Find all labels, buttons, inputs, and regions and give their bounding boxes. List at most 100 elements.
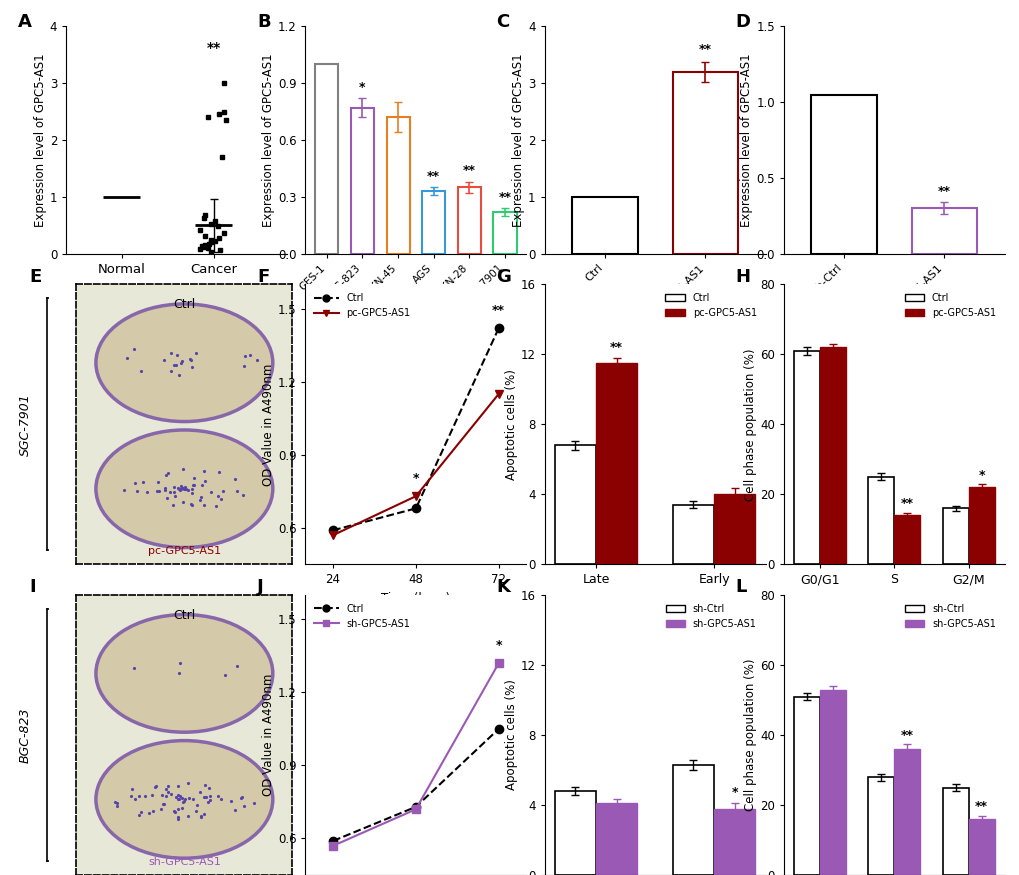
Bar (386, 117, 410, 254)
Line: pc-GPC5-AS1: pc-GPC5-AS1 (328, 389, 502, 539)
Text: B: B (257, 12, 270, 31)
Ctrl (327, 836, 339, 846)
Text: **: ** (609, 341, 623, 354)
Text: *: * (731, 787, 738, 799)
Ctrl (492, 724, 504, 734)
Ctrl (410, 802, 422, 812)
Y-axis label: Expression level of GPC5-AS1: Expression level of GPC5-AS1 (512, 53, 525, 227)
X-axis label: Time (hour): Time (hour) (381, 592, 450, 605)
Text: K: K (495, 578, 510, 596)
Ellipse shape (96, 740, 272, 858)
Text: *: * (413, 472, 419, 485)
Text: L: L (735, 578, 746, 596)
Text: **: ** (900, 729, 913, 741)
Ctrl (410, 503, 422, 514)
Text: Ctrl: Ctrl (173, 609, 196, 622)
Text: **: ** (974, 801, 987, 813)
Text: D: D (735, 12, 750, 31)
Line: Ctrl: Ctrl (328, 724, 502, 845)
Bar (968, 487, 994, 564)
Text: H: H (735, 268, 750, 285)
Bar (422, 191, 445, 254)
Text: Ctrl: Ctrl (173, 298, 196, 311)
Bar (554, 791, 595, 875)
Bar (315, 64, 338, 254)
Bar (819, 347, 845, 564)
Bar (493, 212, 516, 254)
Bar (819, 690, 845, 875)
pc-GPC5-AS1 (492, 388, 504, 399)
Text: E: E (29, 268, 41, 285)
Ellipse shape (96, 304, 272, 422)
Y-axis label: Cell phase population (%): Cell phase population (%) (744, 659, 756, 811)
Bar (672, 72, 737, 254)
Text: **: ** (427, 170, 440, 183)
Legend: Ctrl, pc-GPC5-AS1: Ctrl, pc-GPC5-AS1 (900, 290, 999, 322)
Bar (894, 749, 919, 875)
Legend: sh-Ctrl, sh-GPC5-AS1: sh-Ctrl, sh-GPC5-AS1 (661, 600, 760, 633)
Bar (911, 208, 976, 254)
sh-GPC5-AS1 (327, 841, 339, 851)
Bar (867, 477, 894, 564)
Text: **: ** (698, 43, 711, 56)
Bar (351, 108, 374, 254)
Legend: sh-Ctrl, sh-GPC5-AS1: sh-Ctrl, sh-GPC5-AS1 (900, 600, 999, 633)
Bar (673, 505, 713, 564)
Legend: Ctrl, pc-GPC5-AS1: Ctrl, pc-GPC5-AS1 (310, 290, 414, 322)
Text: **: ** (900, 497, 913, 510)
Bar (942, 508, 968, 564)
Text: C: C (495, 12, 508, 31)
Bar (595, 363, 637, 564)
Text: BGC-823: BGC-823 (19, 707, 32, 763)
sh-GPC5-AS1 (492, 658, 504, 668)
Bar (713, 494, 755, 564)
Text: sh-GPC5-AS1: sh-GPC5-AS1 (148, 857, 220, 866)
Text: pc-GPC5-AS1: pc-GPC5-AS1 (148, 546, 221, 556)
Text: F: F (257, 268, 269, 285)
sh-GPC5-AS1 (410, 804, 422, 815)
Line: sh-GPC5-AS1: sh-GPC5-AS1 (328, 659, 502, 850)
Y-axis label: OD Value in A490nm: OD Value in A490nm (262, 674, 275, 796)
Y-axis label: Cell phase population (%): Cell phase population (%) (744, 348, 756, 500)
pc-GPC5-AS1 (327, 530, 339, 541)
Text: **: ** (492, 304, 504, 317)
Text: I: I (29, 578, 36, 596)
Legend: Ctrl, sh-GPC5-AS1: Ctrl, sh-GPC5-AS1 (310, 600, 414, 633)
Bar (968, 819, 994, 875)
Ctrl (492, 323, 504, 333)
pc-GPC5-AS1 (410, 491, 422, 501)
Y-axis label: Apoptotic cells (%): Apoptotic cells (%) (504, 369, 518, 480)
Text: SGC-7901: SGC-7901 (19, 393, 32, 456)
Text: *: * (495, 639, 501, 652)
Ellipse shape (96, 614, 272, 732)
Y-axis label: Expression level of GPC5-AS1: Expression level of GPC5-AS1 (740, 53, 753, 227)
Text: **: ** (498, 191, 511, 204)
Bar (595, 803, 637, 875)
Y-axis label: Expression level of GPC5-AS1: Expression level of GPC5-AS1 (34, 53, 47, 227)
Text: G: G (495, 268, 511, 285)
Bar (713, 808, 755, 875)
Legend: Ctrl, pc-GPC5-AS1: Ctrl, pc-GPC5-AS1 (661, 290, 760, 322)
Bar (942, 788, 968, 875)
Bar (811, 94, 876, 254)
Line: Ctrl: Ctrl (328, 324, 502, 535)
Bar (793, 351, 819, 564)
Text: **: ** (463, 164, 476, 177)
Bar (793, 696, 819, 875)
Ellipse shape (96, 430, 272, 548)
Bar (673, 765, 713, 875)
Bar (572, 197, 637, 254)
Text: **: ** (206, 41, 220, 55)
Y-axis label: OD Value in A490nm: OD Value in A490nm (262, 363, 275, 486)
Y-axis label: Apoptotic cells (%): Apoptotic cells (%) (504, 680, 518, 790)
Y-axis label: Expression level of GPC5-AS1: Expression level of GPC5-AS1 (262, 53, 275, 227)
Bar (458, 187, 480, 254)
Text: *: * (977, 469, 984, 481)
Text: J: J (257, 578, 263, 596)
Bar (867, 777, 894, 875)
Ctrl (327, 525, 339, 536)
Text: *: * (359, 80, 366, 94)
Bar (894, 515, 919, 564)
Text: A: A (17, 12, 32, 31)
Text: **: ** (937, 185, 950, 198)
